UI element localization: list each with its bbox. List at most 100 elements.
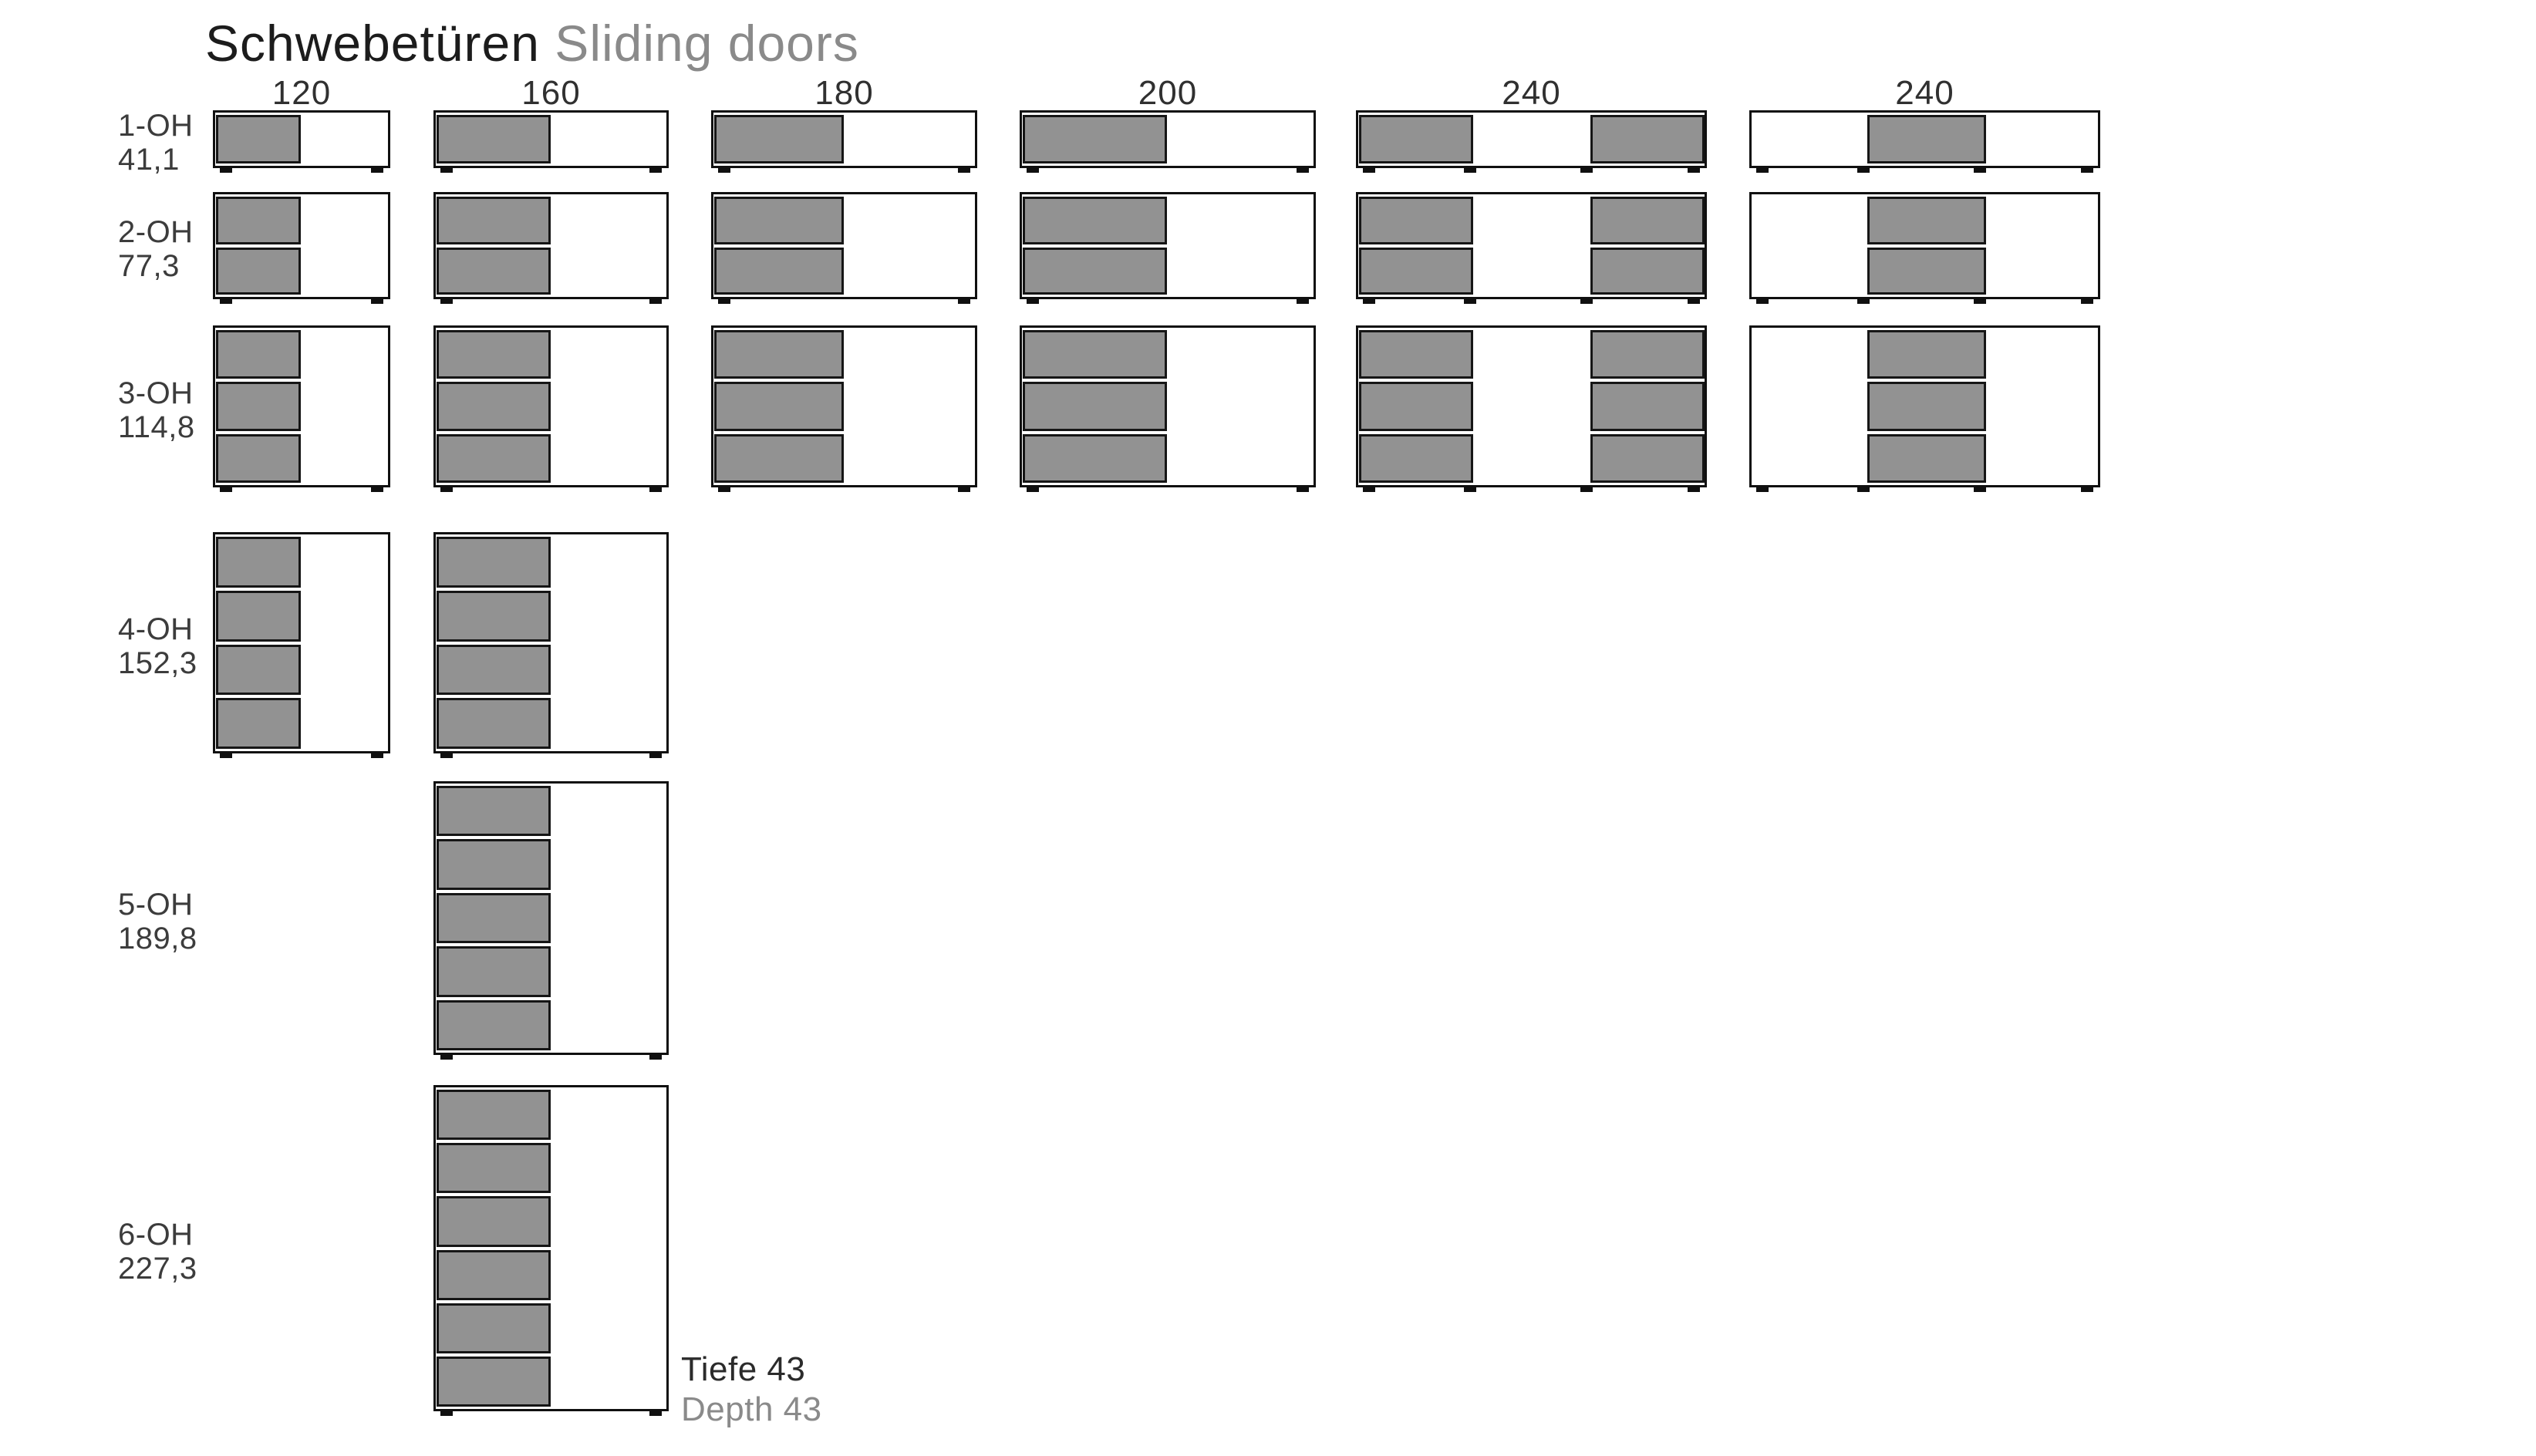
cabinet-foot xyxy=(220,485,232,492)
depth-note: Tiefe 43 Depth 43 xyxy=(681,1350,822,1430)
door-panel xyxy=(1359,197,1473,244)
door-panel xyxy=(437,786,551,837)
door-panel xyxy=(216,644,301,696)
door-panel xyxy=(216,382,301,431)
cabinet-foot xyxy=(1464,166,1476,173)
sliding-door xyxy=(437,1090,551,1407)
cabinet-foot xyxy=(1363,166,1375,173)
cabinet-foot xyxy=(440,485,453,492)
door-panel xyxy=(216,537,301,588)
column-width-header-160: 160 xyxy=(521,74,581,112)
door-panel xyxy=(437,1356,551,1407)
cabinet-foot xyxy=(1974,485,1986,492)
door-panel xyxy=(437,839,551,890)
cabinet-1-OH-160 xyxy=(433,110,669,173)
cabinet-foot xyxy=(1027,485,1039,492)
cabinet-foot xyxy=(371,751,383,758)
cabinet-foot xyxy=(440,1053,453,1060)
row-label-1-OH: 1-OH 41,1 xyxy=(118,109,194,177)
column-width-header-240: 240 xyxy=(1502,74,1561,112)
cabinet-foot xyxy=(1580,166,1593,173)
cabinet-3-OH-240 xyxy=(1749,325,2100,492)
sliding-door xyxy=(714,197,844,295)
cabinet-foot xyxy=(371,297,383,304)
door-panel xyxy=(714,330,844,379)
depth-note-german: Tiefe 43 xyxy=(681,1350,806,1388)
column-width-header-180: 180 xyxy=(814,74,874,112)
cabinet-foot xyxy=(220,751,232,758)
door-panel xyxy=(1867,115,1986,163)
cabinet-2-OH-200 xyxy=(1020,192,1316,304)
cabinet-foot xyxy=(1857,297,1870,304)
sliding-door xyxy=(216,537,301,749)
cabinet-foot xyxy=(220,166,232,173)
cabinet-foot xyxy=(440,751,453,758)
door-panel xyxy=(1867,197,1986,244)
cabinet-foot xyxy=(1027,166,1039,173)
row-label-oh: 1-OH xyxy=(118,109,194,143)
sliding-door xyxy=(1023,330,1167,483)
door-panel xyxy=(1867,247,1986,295)
sliding-door xyxy=(437,197,551,295)
door-panel xyxy=(437,946,551,997)
door-panel xyxy=(216,433,301,483)
door-panel xyxy=(714,433,844,483)
door-panel xyxy=(437,698,551,749)
door-panel xyxy=(1867,330,1986,379)
cabinet-foot xyxy=(371,166,383,173)
sliding-door xyxy=(1590,197,1705,295)
cabinet-2-OH-120 xyxy=(213,192,390,304)
door-panel xyxy=(714,247,844,295)
cabinet-foot xyxy=(1297,166,1309,173)
door-panel xyxy=(216,698,301,749)
sliding-door xyxy=(216,115,301,163)
column-width-header-120: 120 xyxy=(271,74,332,112)
cabinet-3-OH-240 xyxy=(1356,325,1707,492)
sliding-door xyxy=(1023,197,1167,295)
cabinet-foot xyxy=(1756,166,1769,173)
door-panel xyxy=(437,1090,551,1141)
cabinet-1-OH-240 xyxy=(1356,110,1707,173)
row-label-height-cm: 114,8 xyxy=(118,410,195,444)
depth-note-english: Depth 43 xyxy=(681,1390,822,1428)
door-panel xyxy=(1023,197,1167,244)
door-panel xyxy=(437,1249,551,1300)
row-label-oh: 2-OH xyxy=(118,215,194,249)
cabinet-1-OH-180 xyxy=(711,110,977,173)
door-panel xyxy=(216,247,301,295)
door-panel xyxy=(437,382,551,431)
cabinet-foot xyxy=(440,166,453,173)
door-panel xyxy=(1023,330,1167,379)
row-label-4-OH: 4-OH 152,3 xyxy=(118,612,197,680)
row-label-oh: 6-OH xyxy=(118,1218,194,1252)
door-panel xyxy=(714,197,844,244)
row-label-oh: 5-OH xyxy=(118,888,194,922)
door-panel xyxy=(437,644,551,696)
row-label-oh: 4-OH xyxy=(118,612,194,646)
cabinet-foot xyxy=(1580,297,1593,304)
door-panel xyxy=(714,115,844,163)
row-label-5-OH: 5-OH 189,8 xyxy=(118,888,197,956)
cabinet-3-OH-120 xyxy=(213,325,390,492)
door-panel xyxy=(437,1196,551,1247)
cabinet-1-OH-120 xyxy=(213,110,390,173)
cabinet-3-OH-160 xyxy=(433,325,669,492)
door-panel xyxy=(1359,382,1473,431)
cabinet-foot xyxy=(1464,297,1476,304)
door-panel xyxy=(1590,433,1705,483)
sliding-door xyxy=(1867,197,1986,295)
cabinet-foot xyxy=(440,1409,453,1416)
column-width-header-200: 200 xyxy=(1138,74,1198,112)
cabinet-foot xyxy=(1688,297,1700,304)
cabinet-foot xyxy=(1297,485,1309,492)
door-panel xyxy=(437,999,551,1051)
sliding-door xyxy=(714,115,844,163)
cabinet-6-OH-160 xyxy=(433,1085,669,1416)
sliding-door xyxy=(437,537,551,749)
door-panel xyxy=(1023,433,1167,483)
door-panel xyxy=(1590,330,1705,379)
door-panel xyxy=(437,433,551,483)
cabinet-foot xyxy=(649,751,662,758)
door-panel xyxy=(1867,433,1986,483)
